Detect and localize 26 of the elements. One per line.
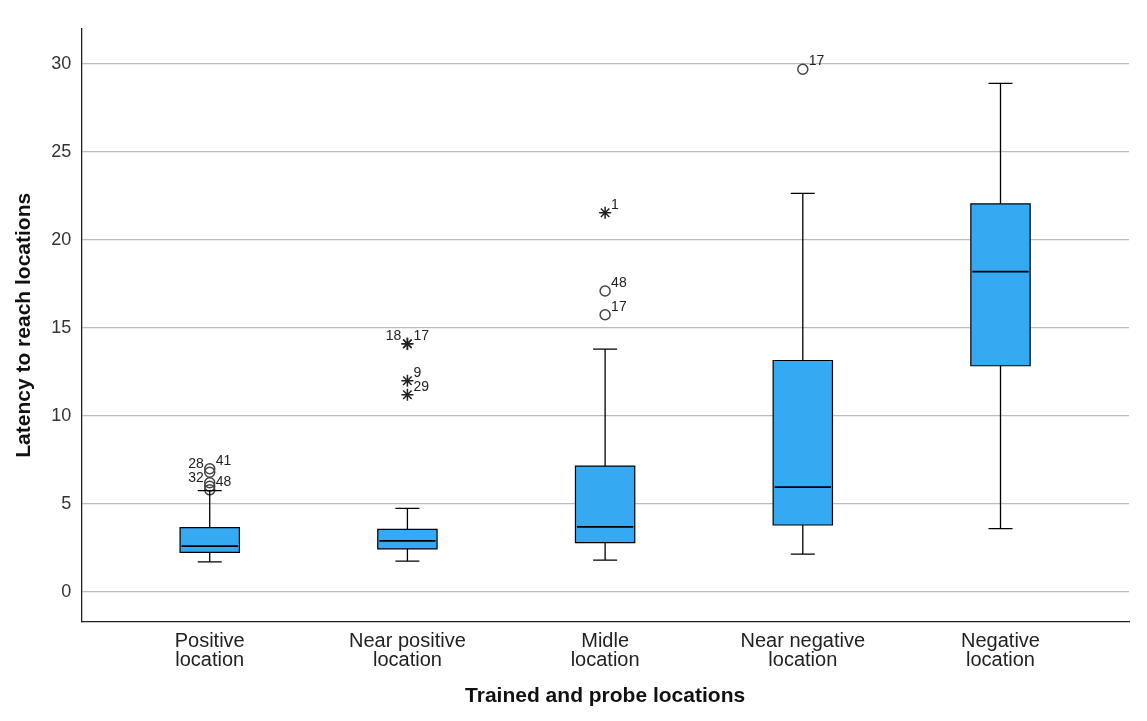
annotation: 32 <box>188 469 204 486</box>
y-tick-label: 10 <box>51 404 72 425</box>
x-tick-label: Near positive location <box>349 628 466 670</box>
y-tick-label: 15 <box>51 316 72 337</box>
annotation: 29 <box>413 377 430 394</box>
annotation: 17 <box>611 297 627 314</box>
annotation: 28 <box>188 455 204 472</box>
y-tick-label: 0 <box>61 580 72 601</box>
y-tick-label: 30 <box>51 52 72 73</box>
x-tick-label: Positive location <box>174 628 245 670</box>
annotation: 41 <box>215 451 232 468</box>
x-tick-label: Midle location <box>570 628 640 670</box>
annotation: 48 <box>611 273 627 290</box>
annotation: 9 <box>413 363 422 380</box>
x-tick-label: Near negative location <box>740 628 866 670</box>
annotation: 1 <box>611 195 620 212</box>
annotation: 48 <box>215 472 232 489</box>
annotation: 18 <box>385 326 402 343</box>
annotation: 17 <box>413 326 430 343</box>
y-tick-label: 25 <box>51 140 72 161</box>
y-tick-label: 5 <box>61 492 72 513</box>
y-axis-title: Latency to reach locations <box>11 192 35 458</box>
annotation: 17 <box>808 52 825 69</box>
y-tick-label: 20 <box>51 228 72 249</box>
x-axis-title: Trained and probe locations <box>465 683 746 707</box>
x-tick-label: Negative location <box>961 628 1040 670</box>
